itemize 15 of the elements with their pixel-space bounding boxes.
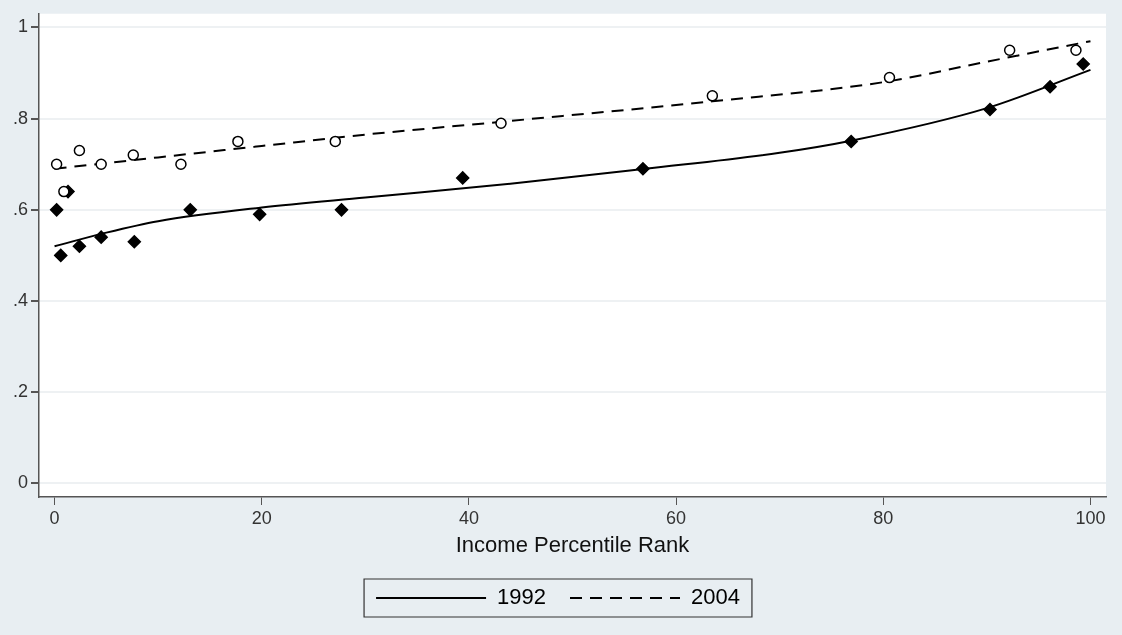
y-tick-label: 1 [18,16,29,37]
y-tick-label: .2 [13,381,29,402]
x-tick-label: 20 [251,507,272,528]
legend-label: 2004 [691,584,740,610]
legend-label: 1992 [497,584,547,610]
x-axis-title: Income Percentile Rank [455,531,691,557]
y-tick-label: .8 [13,107,29,128]
x-tick-label: 80 [873,507,894,528]
x-tick-label: 0 [49,507,60,528]
x-tick-label: 40 [458,507,479,528]
y-tick-label: .4 [13,289,29,310]
x-tick-label: 100 [1075,507,1106,528]
y-tick-label: 0 [18,472,29,493]
y-tick-label: .6 [13,198,29,219]
x-tick-label: 60 [666,507,687,528]
